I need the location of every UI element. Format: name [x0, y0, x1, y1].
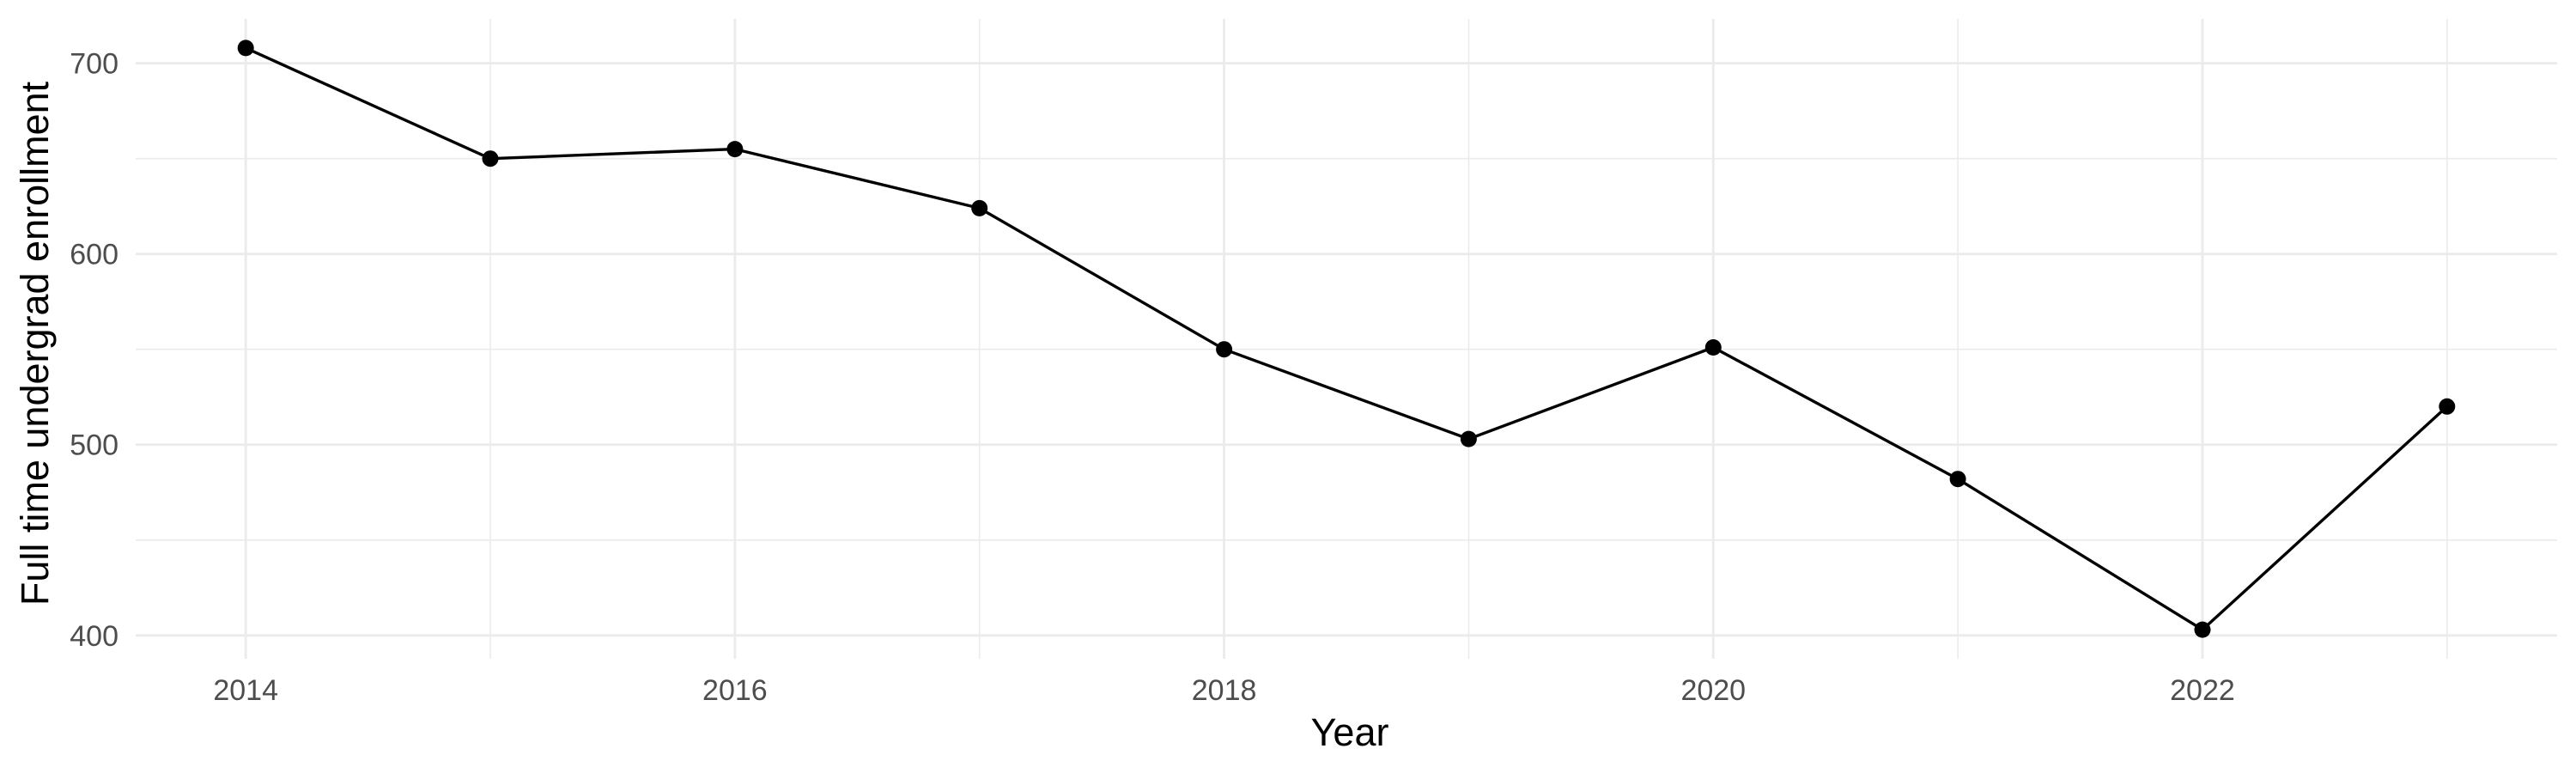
data-point-2015: [482, 150, 499, 167]
data-point-2023: [2439, 398, 2456, 415]
data-point-2018: [1216, 341, 1233, 358]
y-tick-label-600: 600: [70, 239, 118, 271]
data-point-2014: [237, 40, 254, 57]
x-tick-label-2022: 2022: [2170, 674, 2235, 707]
y-axis-title: Full time undergrad enrollment: [13, 81, 57, 606]
y-tick-label-700: 700: [70, 48, 118, 81]
enrollment-line: [245, 46, 2448, 631]
data-point-2019: [1460, 430, 1477, 447]
data-point-2021: [1949, 471, 1966, 488]
x-axis-title: Year: [1311, 710, 1389, 754]
x-tick-label-2016: 2016: [702, 674, 768, 707]
axis-tick-labels: 400 500 600 700 2014 2016 2018 2020 2022: [70, 48, 2235, 707]
y-tick-label-500: 500: [70, 429, 118, 462]
data-point-2022: [2194, 621, 2211, 638]
data-point-2020: [1704, 339, 1722, 356]
minor-gridlines: [136, 19, 2557, 659]
data-point-2016: [726, 141, 744, 158]
x-tick-label-2020: 2020: [1680, 674, 1746, 707]
data-point-2017: [971, 199, 988, 216]
data-series: [237, 40, 2456, 638]
y-tick-label-400: 400: [70, 620, 118, 653]
major-gridlines: [136, 19, 2557, 659]
x-tick-label-2018: 2018: [1192, 674, 1257, 707]
x-tick-label-2014: 2014: [213, 674, 278, 707]
